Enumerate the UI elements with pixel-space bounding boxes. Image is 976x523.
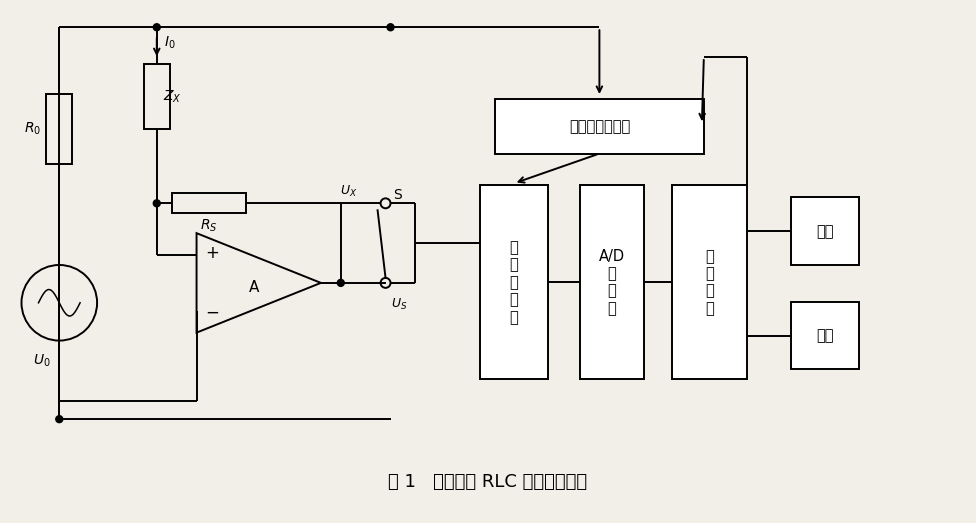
Bar bbox=[792, 197, 859, 265]
Text: +: + bbox=[206, 244, 220, 262]
Text: 图 1   自由轴法 RLC 测量电路框图: 图 1 自由轴法 RLC 测量电路框图 bbox=[388, 473, 588, 491]
Text: S: S bbox=[393, 188, 402, 202]
Bar bbox=[143, 64, 170, 129]
Text: −: − bbox=[206, 304, 220, 322]
Text: 键盘: 键盘 bbox=[817, 224, 834, 238]
Text: 显示: 显示 bbox=[817, 328, 834, 343]
Bar bbox=[672, 186, 747, 379]
Bar bbox=[172, 194, 246, 213]
Circle shape bbox=[153, 24, 160, 31]
Bar bbox=[495, 99, 704, 154]
Text: A/D
转
换
器: A/D 转 换 器 bbox=[599, 249, 625, 316]
Text: $Z_X$: $Z_X$ bbox=[163, 88, 182, 105]
Text: $R_S$: $R_S$ bbox=[200, 217, 218, 234]
Text: $U_X$: $U_X$ bbox=[341, 184, 357, 199]
Text: $U_0$: $U_0$ bbox=[32, 353, 50, 369]
Bar bbox=[580, 186, 644, 379]
Text: 基准相位发生器: 基准相位发生器 bbox=[569, 119, 630, 134]
Text: 相
敏
检
波
器: 相 敏 检 波 器 bbox=[509, 240, 518, 325]
Text: $U_S$: $U_S$ bbox=[390, 297, 407, 312]
Circle shape bbox=[153, 200, 160, 207]
Text: $R_0$: $R_0$ bbox=[24, 120, 41, 137]
Text: A: A bbox=[249, 280, 259, 295]
Bar bbox=[46, 94, 72, 164]
Text: 微
处
理
器: 微 处 理 器 bbox=[705, 249, 713, 316]
Circle shape bbox=[387, 24, 394, 31]
Circle shape bbox=[338, 279, 345, 287]
Circle shape bbox=[56, 416, 62, 423]
Bar bbox=[480, 186, 548, 379]
Text: $I_0$: $I_0$ bbox=[164, 35, 176, 51]
Bar bbox=[792, 302, 859, 369]
